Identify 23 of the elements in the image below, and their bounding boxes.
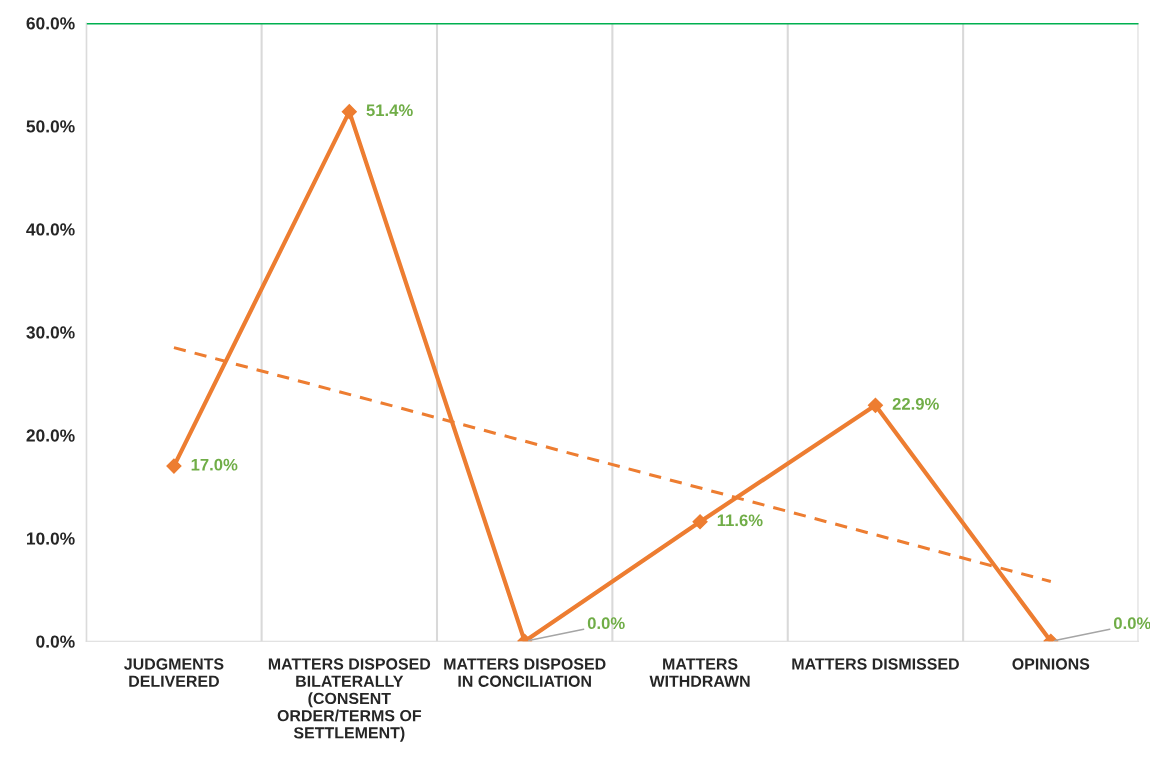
data-label: 17.0%: [191, 458, 238, 471]
y-tick-label: 30.0%: [26, 326, 75, 339]
y-tick-label: 0.0%: [36, 635, 75, 648]
y-tick-label: 10.0%: [27, 532, 75, 545]
point: [692, 514, 708, 530]
x-tick-label: MATTERS DISPOSED IN CONCILIATION: [444, 658, 606, 687]
data-label: 0.0%: [1113, 617, 1150, 630]
data-label: 11.6%: [717, 514, 763, 527]
y-tick-label: 40.0%: [26, 223, 75, 236]
x-tick-label: MATTERS DISPOSED BILATERALLY (CONSENT ORDER/TERMS OF SETTLEMENT): [268, 658, 431, 742]
x-tick-label: JUDGMENTS DELIVERED: [124, 658, 224, 687]
y-tick-label: 50.0%: [26, 120, 75, 133]
data-label: 22.9%: [892, 397, 939, 410]
y-tick-label: 60.0%: [26, 17, 75, 30]
data-label: 0.0%: [587, 617, 625, 630]
x-tick-label: OPINIONS: [1012, 658, 1090, 670]
y-tick-label: 20.0%: [26, 429, 75, 442]
x-tick-label: MATTERS WITHDRAWN: [649, 658, 750, 687]
data-label: 51.4%: [366, 104, 413, 117]
point: [166, 458, 182, 474]
x-tick-label: MATTERS DISMISSED: [792, 658, 959, 670]
point: [867, 397, 884, 413]
point: [341, 104, 357, 120]
